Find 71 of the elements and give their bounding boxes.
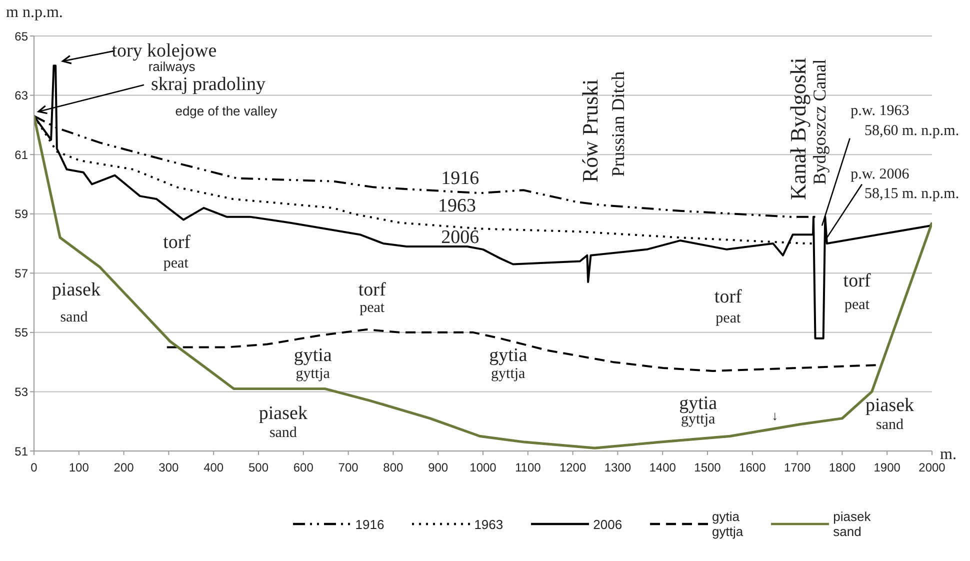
- x-tick-label: 100: [68, 460, 90, 475]
- annotation: piasek: [52, 280, 101, 301]
- y-tick-label: 55: [14, 326, 28, 340]
- legend-label: gytia gyttja: [712, 509, 744, 539]
- annotation: Kanał Bydgoski: [786, 58, 811, 200]
- x-tick-label: 1200: [559, 460, 586, 475]
- annotation: piasek: [258, 402, 308, 424]
- annotation: 2006: [441, 227, 480, 248]
- x-tick-label: 1800: [828, 460, 856, 475]
- y-tick-label: 63: [14, 88, 28, 103]
- annotation: gytia: [489, 344, 528, 366]
- annotation: ↓: [772, 408, 778, 423]
- annotation: sand: [269, 425, 298, 442]
- y-tick-label: 51: [14, 444, 28, 458]
- annotation: tory kolejowe: [112, 40, 217, 62]
- x-tick-label: 1400: [649, 460, 676, 475]
- x-tick-label: 1300: [604, 460, 632, 475]
- annotation: peat: [716, 310, 742, 326]
- legend-label: 2006: [593, 516, 622, 532]
- y-axis-title: m n.p.m.: [6, 4, 63, 22]
- x-tick-label: 1500: [694, 460, 722, 475]
- annotation: railways: [148, 59, 196, 74]
- y-tick-label: 53: [14, 384, 28, 399]
- x-tick-label: 800: [383, 460, 404, 475]
- annotation: Rów Pruski: [577, 79, 602, 183]
- annotation: peat: [360, 300, 386, 316]
- x-tick-label: 1100: [514, 460, 542, 475]
- annotation: gytia: [294, 344, 332, 366]
- x-tick-label: 1000: [470, 460, 497, 475]
- x-tick-label: 700: [338, 460, 359, 475]
- annotation: piasek: [866, 395, 915, 416]
- y-tick-label: 61: [14, 148, 28, 162]
- x-tick-label: 2000: [918, 460, 946, 475]
- annotation: sand: [876, 417, 904, 434]
- y-tick-label: 59: [14, 207, 28, 222]
- legend-label: piasek sand: [833, 509, 871, 539]
- legend-label: 1963: [474, 516, 504, 532]
- annotation: gyttja: [491, 366, 526, 382]
- annotation: p.w. 1963: [850, 102, 910, 119]
- x-axis-title: m.: [940, 446, 956, 463]
- annotation: torf: [843, 270, 872, 292]
- annotation: edge of the valley: [175, 103, 278, 118]
- x-tick-label: 500: [248, 460, 269, 475]
- x-tick-label: 1600: [739, 460, 766, 475]
- annotation: p.w. 2006: [850, 166, 910, 182]
- annotation: torf: [163, 232, 192, 254]
- annotation: 58,60 m. n.p.m.: [864, 122, 960, 139]
- annotation: peat: [163, 255, 190, 272]
- x-tick-label: 400: [204, 460, 224, 475]
- x-tick-label: 200: [114, 460, 134, 475]
- annotation: torf: [714, 286, 743, 308]
- x-tick-label: 1700: [784, 460, 811, 475]
- annotation: Bydgoszcz Canal: [810, 59, 830, 185]
- annotation: 1963: [438, 195, 476, 216]
- x-tick-label: 600: [293, 460, 314, 475]
- annotation: torf: [358, 280, 386, 301]
- annotation: gyttja: [296, 366, 330, 382]
- x-tick-label: 1900: [874, 460, 901, 475]
- annotation: sand: [60, 310, 88, 326]
- x-tick-label: 900: [428, 460, 448, 475]
- y-tick-label: 65: [14, 29, 28, 44]
- annotation: 58,15 m. n.p.m.: [864, 186, 960, 202]
- annotation: 1916: [441, 168, 480, 189]
- annotation: skraj pradoliny: [150, 74, 266, 95]
- y-tick-label: 57: [14, 266, 28, 280]
- annotation: gytia: [679, 393, 718, 414]
- x-tick-label: 0: [30, 460, 38, 475]
- x-tick-label: 300: [158, 460, 180, 475]
- annotation: Prussian Ditch: [608, 71, 628, 177]
- legend-label: 1916: [355, 516, 384, 532]
- annotation: peat: [844, 296, 870, 313]
